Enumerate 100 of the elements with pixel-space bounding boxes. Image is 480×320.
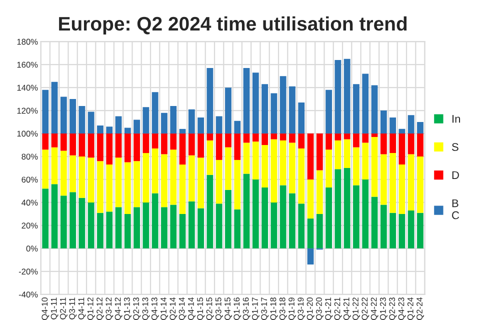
x-tick-label: Q3-15	[215, 298, 223, 320]
bar	[362, 179, 369, 248]
bar	[380, 110, 387, 134]
bar	[380, 154, 387, 205]
bar	[252, 179, 259, 248]
bar	[298, 102, 305, 134]
bar	[51, 147, 58, 184]
bar	[243, 174, 250, 248]
bar	[88, 112, 94, 134]
x-tick-label: Q3-20	[316, 298, 324, 320]
x-tick-label: Q4-21	[343, 298, 351, 320]
y-tick-label: 180%	[17, 38, 38, 45]
bar	[262, 188, 268, 248]
y-tick-label: 140%	[17, 84, 38, 91]
bar	[134, 161, 140, 208]
bar	[97, 134, 104, 162]
bar	[42, 188, 49, 248]
bar	[243, 142, 250, 174]
x-tick-label: Q1-24	[407, 297, 415, 320]
bar	[344, 139, 350, 168]
bar	[124, 214, 131, 248]
chart-title: Europe: Q2 2024 time utilisation trend	[59, 16, 407, 35]
bar	[307, 248, 314, 265]
bar	[398, 214, 406, 248]
x-tick-label: Q3-19	[298, 298, 306, 320]
y-tick-label: 40%	[22, 200, 38, 206]
bar	[280, 140, 286, 186]
bar	[371, 136, 378, 197]
bar	[417, 156, 424, 213]
bar	[380, 134, 387, 154]
x-tick-label: Q3-18	[279, 298, 287, 320]
bar	[270, 134, 278, 140]
bar	[408, 134, 414, 154]
bar	[390, 134, 396, 154]
x-tick-label: Q2-24	[416, 297, 424, 320]
bar	[106, 126, 113, 134]
bar	[390, 212, 396, 248]
bar	[115, 158, 122, 208]
bar	[216, 204, 222, 248]
bar	[179, 134, 186, 165]
bar	[270, 202, 278, 248]
bar	[51, 82, 58, 134]
bar	[134, 134, 140, 162]
bar	[289, 142, 296, 194]
bar	[225, 134, 232, 148]
y-tick-label: 160%	[17, 62, 38, 68]
legend-label: In	[452, 115, 460, 123]
bar	[188, 201, 195, 248]
x-tick-label: Q4-15	[224, 298, 232, 320]
bar	[225, 147, 232, 190]
bar	[70, 134, 76, 156]
bar	[307, 134, 314, 180]
bar	[152, 92, 158, 134]
bar	[234, 209, 241, 248]
bar	[398, 128, 406, 134]
bar	[390, 153, 396, 213]
bar	[252, 142, 259, 180]
bar	[170, 204, 177, 248]
x-tick-label: Q3-12	[106, 298, 114, 320]
bar	[78, 156, 86, 198]
bar	[134, 207, 140, 248]
bar	[106, 134, 113, 165]
y-tick-label: 100%	[17, 130, 38, 137]
bar	[307, 179, 314, 219]
bar	[417, 212, 424, 248]
bar	[142, 202, 150, 248]
bar	[316, 214, 323, 248]
bar	[234, 134, 241, 160]
bar	[371, 85, 378, 134]
bar	[142, 134, 150, 154]
bar	[124, 134, 131, 162]
bar	[298, 204, 305, 248]
bar	[398, 164, 406, 214]
x-tick-label: Q3-11	[69, 298, 77, 320]
y-tick-label: -20%	[18, 268, 38, 275]
bar	[298, 134, 305, 148]
bar	[289, 193, 296, 248]
bar	[417, 134, 424, 157]
bar	[408, 115, 414, 134]
bar	[334, 134, 342, 140]
bar	[417, 122, 424, 134]
bar	[326, 150, 332, 188]
x-tick-label: Q3-14	[178, 297, 186, 320]
x-tick-label: Q1-11	[50, 298, 58, 320]
bar	[51, 184, 58, 248]
bar	[134, 120, 140, 134]
x-tick-label: Q3-17	[261, 298, 269, 320]
x-tick-label: Q4-23	[398, 298, 406, 320]
bar	[344, 168, 350, 248]
bar	[198, 158, 204, 208]
bar	[289, 134, 296, 143]
bar	[170, 106, 177, 134]
x-tick-label: Q1-13	[124, 298, 132, 320]
bar	[51, 134, 58, 148]
bar	[142, 107, 150, 134]
x-tick-label: Q4-14	[188, 297, 196, 320]
bar	[344, 58, 350, 134]
bar	[97, 212, 104, 248]
bar	[152, 148, 158, 194]
bar	[88, 202, 94, 248]
